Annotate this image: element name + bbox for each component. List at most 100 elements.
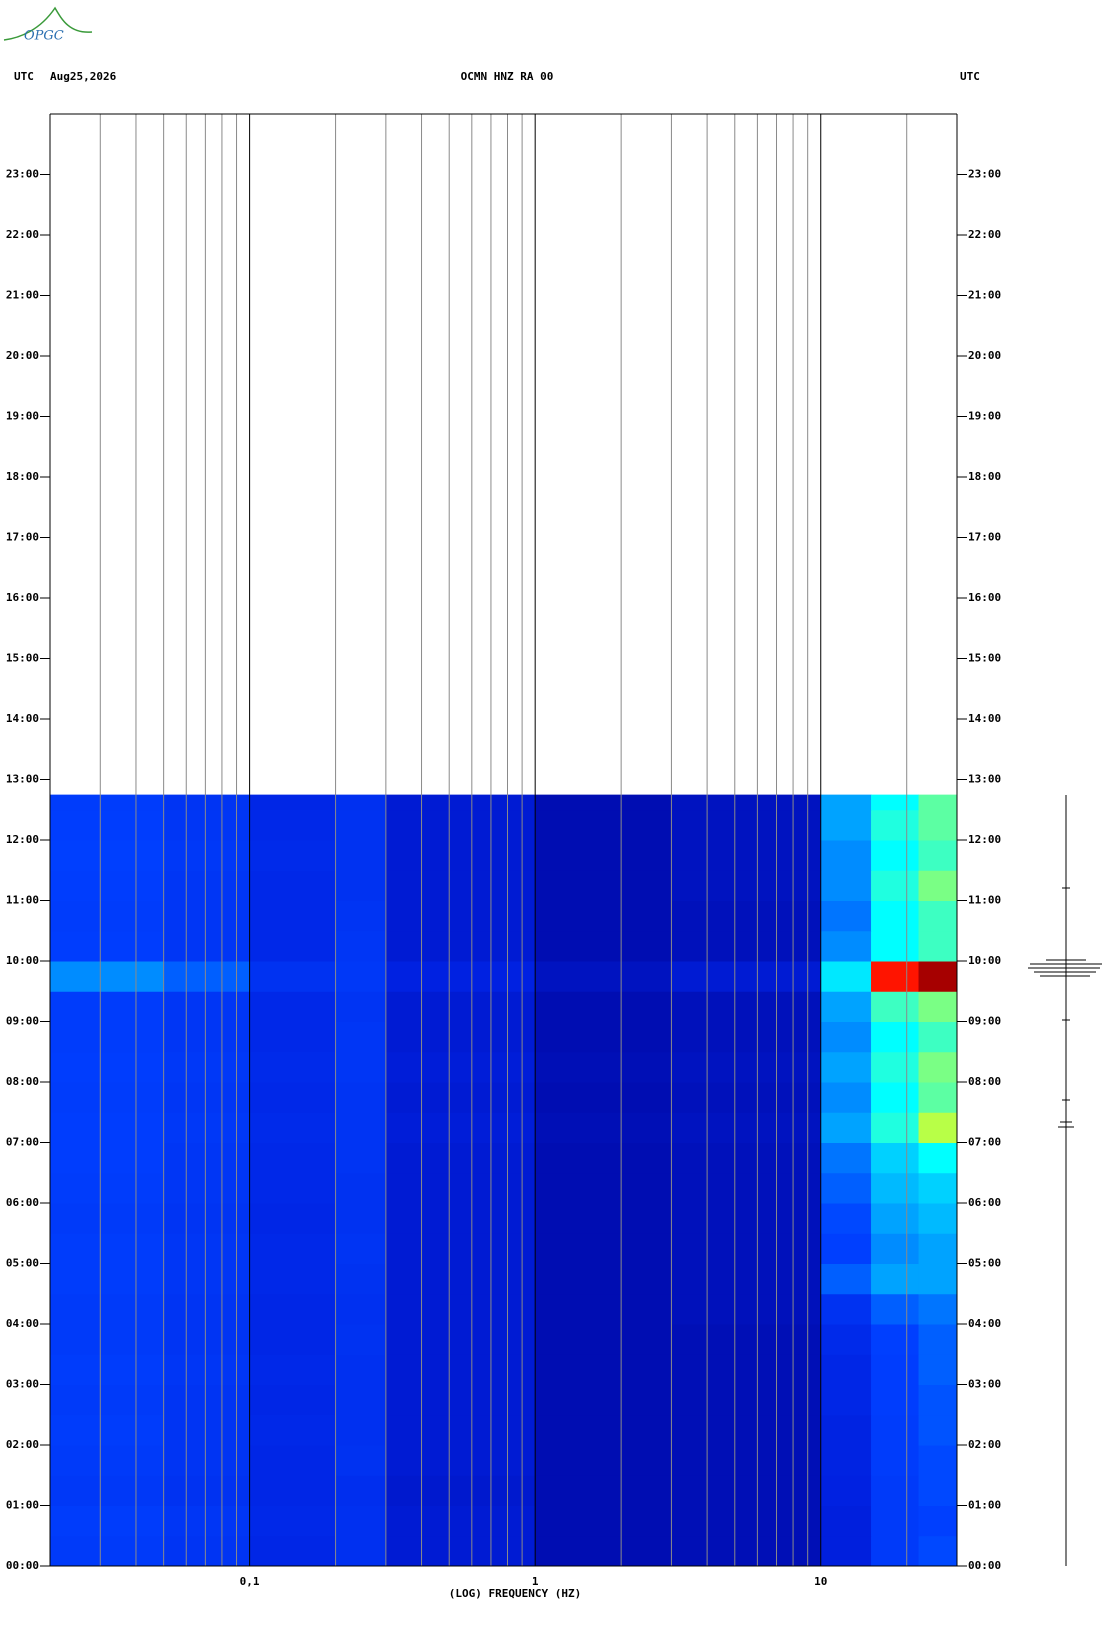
heatmap-cell — [535, 1051, 672, 1083]
heatmap-cell — [918, 1293, 958, 1325]
y-tick-label-right: 16:00 — [968, 591, 1001, 604]
y-tick-label-right: 04:00 — [968, 1317, 1001, 1330]
heatmap-cell — [335, 1414, 387, 1446]
heatmap-cell — [671, 1021, 822, 1053]
heatmap-cell — [249, 1535, 337, 1567]
heatmap-cell — [385, 1324, 536, 1355]
heatmap-cell — [918, 991, 958, 1022]
heatmap-cell — [249, 1475, 337, 1506]
heatmap-cell — [163, 1354, 251, 1385]
heatmap-cell — [671, 1172, 822, 1204]
heatmap-cell — [50, 1172, 165, 1204]
heatmap-cell — [671, 1112, 822, 1143]
y-tick-label-right: 10:00 — [968, 954, 1001, 967]
heatmap-cell — [820, 1142, 872, 1174]
y-tick-label-right: 14:00 — [968, 712, 1001, 725]
heatmap-cell — [249, 1051, 337, 1083]
heatmap-cell — [249, 1263, 337, 1295]
heatmap-cell — [820, 1051, 872, 1083]
heatmap-cell — [871, 1535, 920, 1567]
y-tick-label-left: 20:00 — [6, 349, 39, 362]
heatmap-cell — [385, 1203, 536, 1234]
heatmap-cell — [50, 809, 165, 841]
heatmap-cell — [335, 1475, 387, 1506]
heatmap-cell — [671, 870, 822, 901]
heatmap-cell — [871, 991, 920, 1022]
heatmap-cell — [50, 1354, 165, 1385]
y-tick-label-right: 21:00 — [968, 289, 1001, 302]
heatmap-cell — [535, 1384, 672, 1416]
y-tick-label-left: 08:00 — [6, 1075, 39, 1088]
heatmap-cell — [163, 1384, 251, 1416]
y-tick-label-right: 15:00 — [968, 652, 1001, 665]
heatmap-cell — [385, 1021, 536, 1053]
heatmap-cell — [871, 1384, 920, 1416]
heatmap-cell — [50, 1505, 165, 1537]
heatmap-cell — [249, 794, 337, 811]
heatmap-cell — [535, 794, 672, 811]
heatmap-cell — [871, 1203, 920, 1234]
heatmap-cell — [871, 809, 920, 841]
heatmap-cell — [918, 1142, 958, 1174]
heatmap-cell — [249, 1082, 337, 1113]
heatmap-cell — [871, 961, 920, 992]
heatmap-cell — [535, 1475, 672, 1506]
heatmap-cell — [918, 1414, 958, 1446]
y-tick-label-left: 17:00 — [6, 531, 39, 544]
heatmap-cell — [163, 1324, 251, 1355]
heatmap-cell — [249, 1414, 337, 1446]
y-tick-label-right: 23:00 — [968, 168, 1001, 181]
heatmap-cell — [335, 794, 387, 811]
left-timezone: UTC — [14, 70, 34, 83]
heatmap-cell — [535, 1203, 672, 1234]
heatmap-cell — [918, 1051, 958, 1083]
heatmap-cell — [163, 1021, 251, 1053]
heatmap-cell — [163, 809, 251, 841]
y-tick-label-right: 13:00 — [968, 773, 1001, 786]
y-tick-label-left: 14:00 — [6, 712, 39, 725]
heatmap-cell — [918, 840, 958, 871]
heatmap-cell — [335, 930, 387, 962]
heatmap-cell — [50, 1021, 165, 1053]
y-tick-label-left: 01:00 — [6, 1499, 39, 1512]
heatmap-cell — [385, 1505, 536, 1537]
heatmap-cell — [50, 1112, 165, 1143]
heatmap-cell — [335, 1505, 387, 1537]
heatmap-cell — [163, 870, 251, 901]
heatmap-cell — [335, 1172, 387, 1204]
y-tick-label-left: 23:00 — [6, 168, 39, 181]
heatmap-cell — [335, 1535, 387, 1567]
heatmap-cell — [385, 1293, 536, 1325]
heatmap-cell — [50, 961, 165, 992]
y-tick-label-left: 02:00 — [6, 1438, 39, 1451]
y-tick-label-right: 03:00 — [968, 1378, 1001, 1391]
heatmap-cell — [335, 1293, 387, 1325]
heatmap-cell — [871, 1142, 920, 1174]
heatmap-cell — [249, 961, 337, 992]
y-tick-label-left: 16:00 — [6, 591, 39, 604]
heatmap-cell — [249, 809, 337, 841]
heatmap-cell — [535, 1112, 672, 1143]
heatmap-cell — [671, 1203, 822, 1234]
heatmap-cell — [50, 930, 165, 962]
y-tick-label-right: 06:00 — [968, 1196, 1001, 1209]
heatmap-cell — [871, 870, 920, 901]
y-tick-label-left: 06:00 — [6, 1196, 39, 1209]
heatmap-cell — [50, 870, 165, 901]
heatmap-cell — [163, 1535, 251, 1567]
heatmap-cell — [249, 1445, 337, 1476]
heatmap-cell — [671, 1142, 822, 1174]
heatmap-cell — [385, 1142, 536, 1174]
heatmap-cell — [249, 1021, 337, 1053]
heatmap-cell — [535, 1233, 672, 1264]
heatmap-cell — [918, 1505, 958, 1537]
heatmap-cell — [163, 961, 251, 992]
heatmap-cell — [918, 1112, 958, 1143]
heatmap-cell — [535, 1354, 672, 1385]
heatmap-cell — [335, 991, 387, 1022]
heatmap-cell — [535, 900, 672, 932]
heatmap-cell — [335, 1384, 387, 1416]
heatmap-cell — [163, 1505, 251, 1537]
trace-bursts — [1028, 887, 1102, 1128]
heatmap-cell — [871, 1263, 920, 1295]
